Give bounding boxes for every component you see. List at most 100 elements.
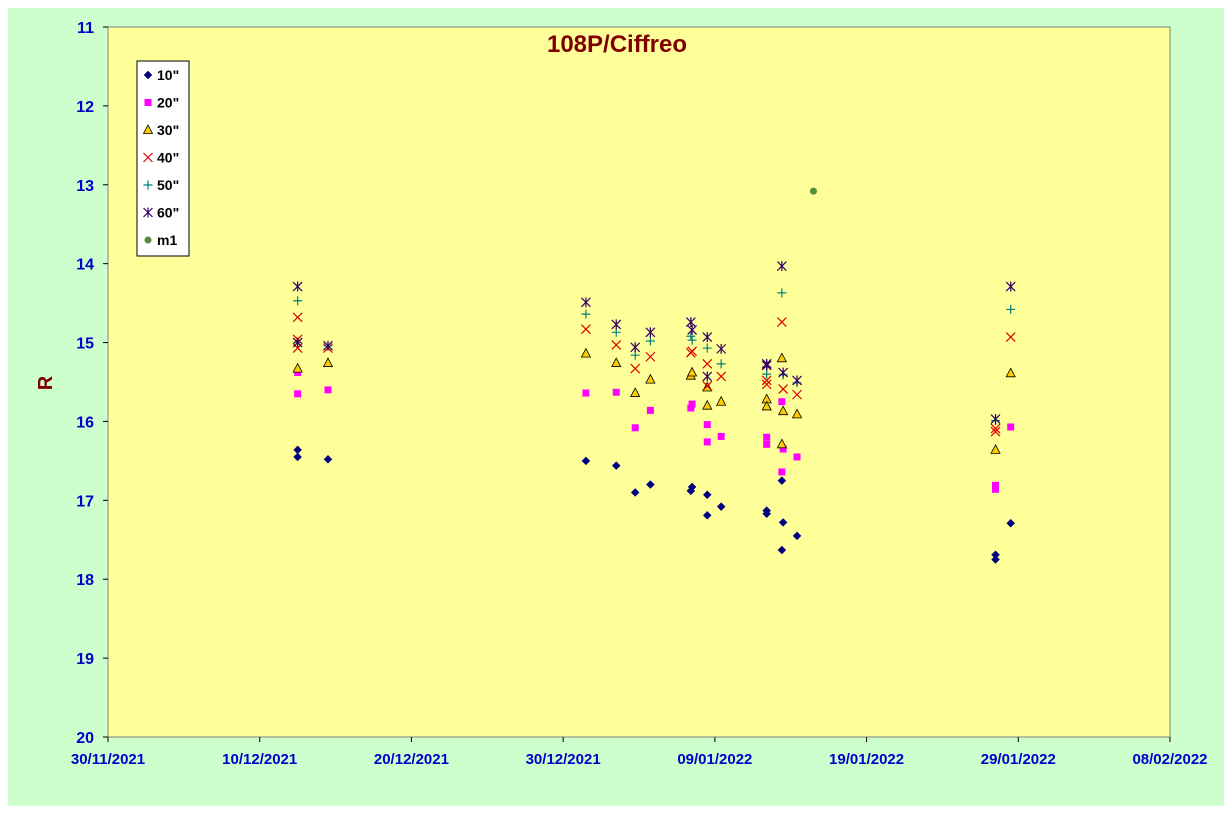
data-point bbox=[581, 456, 591, 466]
x-tick-label: 29/01/2022 bbox=[981, 751, 1056, 768]
data-point bbox=[292, 362, 303, 373]
data-marks bbox=[292, 187, 1016, 564]
data-point bbox=[777, 545, 787, 555]
data-point bbox=[686, 331, 696, 341]
data-point bbox=[688, 400, 696, 408]
data-point bbox=[778, 468, 786, 476]
data-point bbox=[611, 319, 622, 330]
data-point bbox=[702, 343, 712, 353]
x-tick-label: 09/01/2022 bbox=[677, 751, 752, 768]
data-point bbox=[292, 337, 303, 348]
data-point bbox=[777, 288, 787, 298]
legend-entry-label: m1 bbox=[157, 232, 177, 248]
legend-marker bbox=[142, 124, 154, 134]
data-point bbox=[1006, 518, 1016, 528]
data-point bbox=[630, 387, 641, 397]
data-point bbox=[1005, 281, 1016, 292]
data-point bbox=[702, 358, 713, 369]
data-point bbox=[580, 324, 591, 335]
data-point bbox=[645, 373, 656, 384]
data-point bbox=[809, 187, 817, 195]
legend-entry-label: 20" bbox=[157, 95, 179, 111]
data-point bbox=[702, 510, 712, 520]
x-tick-label: 19/01/2022 bbox=[829, 751, 904, 768]
legend-entry-label: 40" bbox=[157, 150, 179, 166]
data-point bbox=[990, 426, 1001, 437]
data-point bbox=[716, 371, 727, 382]
data-point bbox=[645, 351, 656, 362]
data-point bbox=[687, 324, 698, 335]
data-point bbox=[702, 399, 713, 410]
data-point bbox=[645, 336, 655, 346]
data-point bbox=[292, 312, 303, 323]
data-point bbox=[792, 389, 802, 400]
data-point bbox=[761, 379, 772, 390]
plot-area bbox=[107, 26, 1171, 738]
series-group bbox=[293, 445, 1016, 564]
data-point bbox=[294, 390, 302, 398]
data-point bbox=[687, 346, 698, 357]
data-point bbox=[702, 371, 713, 382]
axes: 11 12 13 14 15 16 17 18 19 20 30/11/2021 10/12/2021… bbox=[71, 20, 1208, 768]
series-group bbox=[292, 261, 1016, 425]
data-point bbox=[646, 480, 655, 489]
data-point bbox=[992, 485, 1000, 493]
data-point bbox=[612, 388, 620, 396]
legend-marker bbox=[144, 99, 152, 106]
data-point bbox=[686, 366, 698, 377]
data-point bbox=[779, 445, 787, 453]
chart-title: 108P/Ciffreo bbox=[547, 31, 687, 58]
y-tick-label: 12 bbox=[76, 99, 94, 116]
data-point bbox=[716, 395, 727, 406]
legend-box bbox=[136, 60, 190, 257]
data-point bbox=[703, 438, 711, 446]
data-point bbox=[990, 423, 1001, 434]
x-tick-label: 20/12/2021 bbox=[374, 751, 449, 768]
data-point bbox=[630, 488, 640, 497]
data-point bbox=[630, 363, 641, 374]
data-point bbox=[791, 408, 803, 419]
data-point bbox=[581, 309, 591, 319]
y-tick-label: 19 bbox=[76, 651, 94, 668]
data-point bbox=[717, 432, 725, 440]
data-point bbox=[991, 555, 1000, 564]
data-point bbox=[685, 317, 696, 328]
data-point bbox=[293, 452, 302, 462]
data-point bbox=[1007, 423, 1015, 431]
data-point bbox=[778, 398, 786, 406]
data-point bbox=[1006, 304, 1016, 314]
data-point bbox=[776, 261, 787, 272]
data-point bbox=[761, 375, 772, 386]
data-point bbox=[990, 414, 1001, 425]
y-tick-label: 14 bbox=[76, 257, 94, 274]
data-point bbox=[702, 490, 712, 500]
data-point bbox=[762, 509, 772, 519]
legend-marker bbox=[144, 236, 152, 244]
data-point bbox=[776, 352, 788, 363]
data-point bbox=[776, 438, 788, 449]
series-group bbox=[809, 187, 817, 195]
data-point bbox=[703, 421, 711, 429]
y-tick-label: 11 bbox=[77, 20, 94, 37]
data-point bbox=[646, 406, 654, 414]
data-point bbox=[763, 440, 771, 448]
data-point bbox=[990, 443, 1001, 454]
data-point bbox=[778, 384, 789, 395]
y-axis-label: R bbox=[35, 375, 57, 390]
legend-marker bbox=[143, 180, 153, 190]
data-point bbox=[716, 502, 726, 511]
data-point bbox=[294, 369, 302, 377]
data-point bbox=[761, 360, 772, 371]
y-tick-label: 13 bbox=[76, 178, 94, 195]
data-point bbox=[992, 481, 1000, 489]
data-point bbox=[631, 424, 639, 432]
data-point bbox=[716, 343, 727, 354]
data-point bbox=[792, 531, 802, 541]
legend-entry-label: 50" bbox=[157, 177, 179, 193]
data-point bbox=[761, 400, 772, 411]
data-point bbox=[582, 389, 590, 397]
legend-marker bbox=[143, 207, 153, 218]
x-tick-label: 08/02/2022 bbox=[1132, 751, 1207, 768]
data-point bbox=[793, 453, 801, 461]
